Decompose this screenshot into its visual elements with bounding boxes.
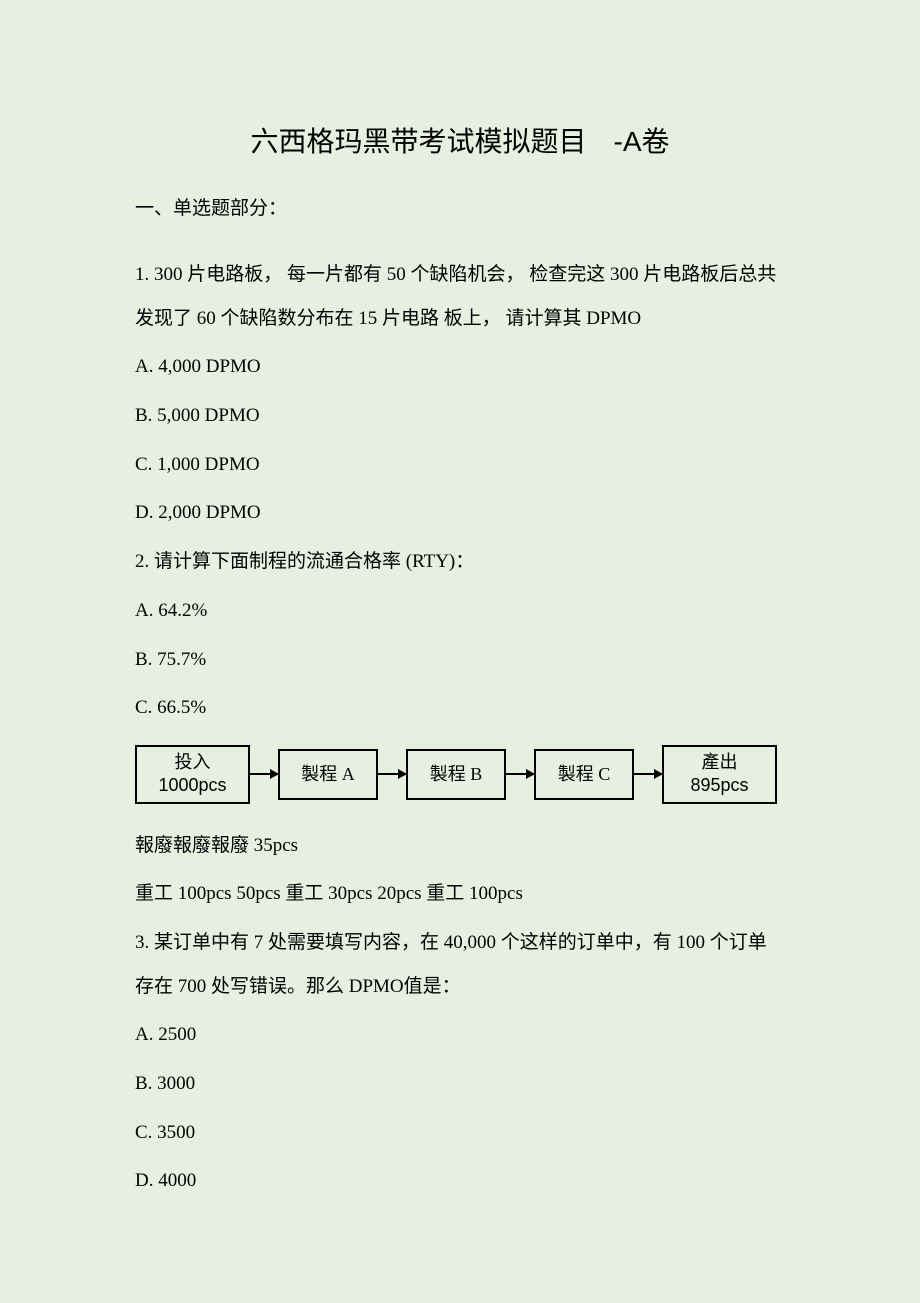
question-1-option-c: C. 1,000 DPMO <box>135 443 785 487</box>
question-3-text: 3. 某订单中有 7 处需要填写内容，在 40,000 个这样的订单中，有 10… <box>135 921 785 1008</box>
question-2-option-b: B. 75.7% <box>135 638 785 682</box>
flow-output-label: 產出 <box>674 751 765 774</box>
flow-output-box: 產出 895pcs <box>662 745 777 804</box>
scrap-line: 報廢報廢報廢 35pcs <box>135 824 785 868</box>
flow-step-c: 製程 C <box>534 749 634 800</box>
flow-input-label: 投入 <box>147 751 238 774</box>
flow-output-qty: 895pcs <box>674 774 765 797</box>
question-3-option-d: D. 4000 <box>135 1159 785 1203</box>
question-3-option-a: A. 2500 <box>135 1013 785 1057</box>
flow-step-a: 製程 A <box>278 749 378 800</box>
title-main: 六西格玛黑带考试模拟题目 <box>250 127 586 158</box>
question-2-option-a: A. 64.2% <box>135 589 785 633</box>
question-3-option-c: C. 3500 <box>135 1111 785 1155</box>
flow-input-box: 投入 1000pcs <box>135 745 250 804</box>
section-header: 一、单选题部分： <box>135 190 785 228</box>
question-3-option-b: B. 3000 <box>135 1062 785 1106</box>
flow-arrow-4 <box>634 773 662 775</box>
page-title: 六西格玛黑带考试模拟题目 -A卷 <box>135 120 785 160</box>
flow-arrow-3 <box>506 773 534 775</box>
flow-step-b: 製程 B <box>406 749 506 800</box>
title-suffix: -A卷 <box>614 126 670 157</box>
question-1-option-d: D. 2,000 DPMO <box>135 491 785 535</box>
flow-arrow-1 <box>250 773 278 775</box>
question-2-text: 2. 请计算下面制程的流通合格率 (RTY)： <box>135 540 785 584</box>
rework-line: 重工 100pcs 50pcs 重工 30pcs 20pcs 重工 100pcs <box>135 872 785 916</box>
question-1-text: 1. 300 片电路板， 每一片都有 50 个缺陷机会， 检查完这 300 片电… <box>135 253 785 340</box>
flow-input-qty: 1000pcs <box>147 774 238 797</box>
question-1-option-b: B. 5,000 DPMO <box>135 394 785 438</box>
question-2-option-c: C. 66.5% <box>135 686 785 730</box>
question-1-option-a: A. 4,000 DPMO <box>135 345 785 389</box>
flow-diagram: 投入 1000pcs 製程 A 製程 B 製程 C 產出 895pcs <box>135 745 785 804</box>
flow-arrow-2 <box>378 773 406 775</box>
